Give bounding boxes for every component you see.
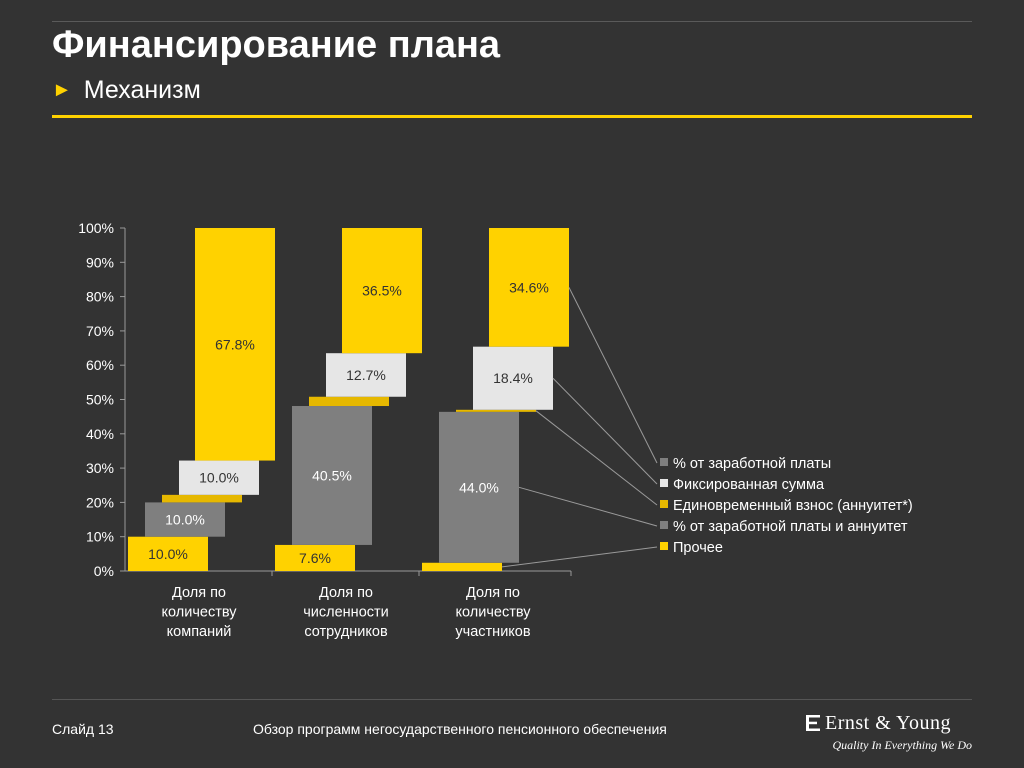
data-label: 10.0% — [148, 546, 188, 562]
bar-segment — [292, 406, 372, 545]
y-tick-label: 50% — [86, 392, 114, 408]
bar-segment — [128, 536, 208, 571]
bar-segment — [179, 460, 259, 495]
legend-swatch — [660, 521, 668, 529]
data-label: 18.4% — [493, 370, 533, 386]
footer-divider — [52, 699, 972, 700]
legend-label: % от заработной платы и аннуитет — [673, 519, 908, 535]
y-tick-label: 60% — [86, 357, 114, 373]
y-tick-label: 80% — [86, 289, 114, 305]
legend-swatch — [660, 500, 668, 508]
category-label: Доля по численности сотрудников — [303, 585, 389, 640]
legend-label: Единовременный взнос (аннуитет*) — [673, 498, 913, 514]
bar-segment — [326, 353, 406, 397]
data-label: 10.0% — [165, 512, 205, 528]
legend-swatch — [660, 479, 668, 487]
y-tick-label: 70% — [86, 323, 114, 339]
legend-leader-line — [568, 287, 658, 464]
bar-segment — [145, 502, 225, 537]
bar-segment — [439, 411, 519, 563]
y-tick-label: 90% — [86, 254, 114, 270]
y-tick-label: 100% — [78, 220, 114, 236]
y-tick-label: 30% — [86, 460, 114, 476]
title-underline — [52, 115, 972, 118]
data-label: 7.6% — [299, 550, 331, 566]
legend-leader-line — [501, 546, 658, 568]
data-label: 44.0% — [459, 479, 499, 495]
bar-segment — [162, 494, 242, 503]
bar-segment — [195, 228, 275, 461]
category-label: Доля по количеству компаний — [162, 585, 238, 640]
bar-segment — [309, 396, 389, 407]
page-subtitle: ► Механизм — [52, 76, 201, 105]
company-logo: Ernst & Young Quality In Everything We D… — [806, 712, 972, 753]
data-label: 10.0% — [199, 470, 239, 486]
y-tick-label: 20% — [86, 494, 114, 510]
data-label: 12.7% — [346, 367, 386, 383]
y-tick-label: 40% — [86, 426, 114, 442]
category-label: Доля по количеству участников — [455, 585, 531, 640]
ey-mark-icon — [806, 715, 820, 731]
data-label: 36.5% — [362, 283, 402, 299]
slide-number: Слайд 13 — [52, 721, 114, 737]
legend-swatch — [660, 458, 668, 466]
bar-segment — [342, 228, 422, 354]
data-label: 40.5% — [312, 467, 352, 483]
bar-segment — [456, 409, 536, 412]
y-tick-label: 10% — [86, 529, 114, 545]
top-divider — [52, 21, 972, 22]
subtitle-text: Механизм — [83, 76, 201, 104]
triangle-arrow-icon: ► — [52, 79, 72, 101]
legend-leader-line — [535, 410, 658, 506]
legend-swatch — [660, 542, 668, 550]
footer-caption: Обзор программ негосударственного пенсио… — [253, 721, 667, 737]
bar-segment — [275, 544, 355, 571]
logo-name: Ernst & Young — [825, 712, 951, 734]
legend-leader-line — [552, 377, 658, 485]
y-tick-label: 0% — [94, 563, 114, 579]
logo-tagline: Quality In Everything We Do — [832, 738, 972, 752]
legend-label: Фиксированная сумма — [673, 477, 825, 493]
bar-segment — [422, 562, 502, 571]
legend-leader-line — [518, 486, 658, 527]
data-label: 34.6% — [509, 279, 549, 295]
legend-label: Прочее — [673, 540, 723, 556]
waterfall-chart: 0% 10% 20% 30% 40% 50% 60% 70% 80% 90% 100% 10.0% 10… — [78, 220, 913, 640]
data-label: 67.8% — [215, 336, 255, 352]
page-title: Финансирование плана — [52, 24, 501, 66]
bar-segment — [473, 346, 553, 410]
bar-segment — [489, 228, 569, 347]
legend-label: % от заработной платы — [673, 456, 831, 472]
